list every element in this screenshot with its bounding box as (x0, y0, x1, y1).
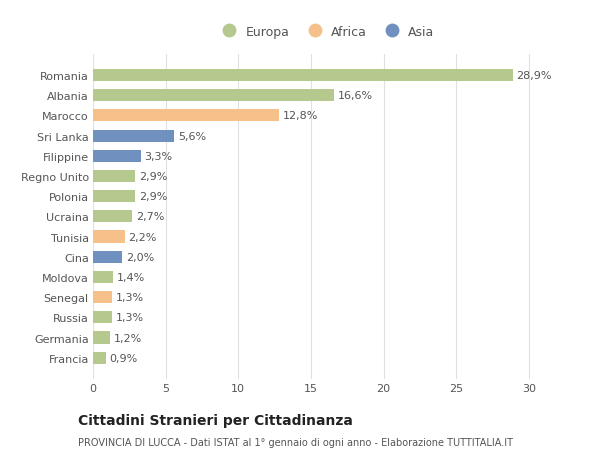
Text: 1,2%: 1,2% (114, 333, 142, 343)
Text: 2,9%: 2,9% (139, 172, 167, 182)
Text: 2,9%: 2,9% (139, 192, 167, 202)
Bar (93, 312, 112, 324)
Bar (93, 291, 112, 303)
Text: 3,3%: 3,3% (145, 151, 173, 162)
Text: 12,8%: 12,8% (283, 111, 318, 121)
Text: PROVINCIA DI LUCCA - Dati ISTAT al 1° gennaio di ogni anno - Elaborazione TUTTIT: PROVINCIA DI LUCCA - Dati ISTAT al 1° ge… (78, 437, 513, 447)
Bar (93, 271, 113, 283)
Bar (93, 231, 125, 243)
Text: 1,4%: 1,4% (117, 272, 145, 282)
Text: 2,0%: 2,0% (125, 252, 154, 262)
Bar (93, 211, 132, 223)
Bar (93, 151, 141, 162)
Text: Cittadini Stranieri per Cittadinanza: Cittadini Stranieri per Cittadinanza (78, 414, 353, 428)
Text: 5,6%: 5,6% (178, 131, 206, 141)
Text: 28,9%: 28,9% (517, 71, 552, 81)
Legend: Europa, Africa, Asia: Europa, Africa, Asia (217, 26, 434, 39)
Bar (93, 190, 135, 203)
Bar (93, 70, 513, 82)
Text: 2,7%: 2,7% (136, 212, 164, 222)
Text: 1,3%: 1,3% (116, 292, 143, 302)
Bar (93, 251, 122, 263)
Bar (93, 332, 110, 344)
Bar (93, 171, 135, 183)
Text: 0,9%: 0,9% (110, 353, 138, 363)
Bar (93, 130, 175, 142)
Bar (93, 90, 334, 102)
Bar (93, 110, 279, 122)
Text: 2,2%: 2,2% (128, 232, 157, 242)
Text: 1,3%: 1,3% (116, 313, 143, 323)
Text: 16,6%: 16,6% (338, 91, 373, 101)
Bar (93, 352, 106, 364)
